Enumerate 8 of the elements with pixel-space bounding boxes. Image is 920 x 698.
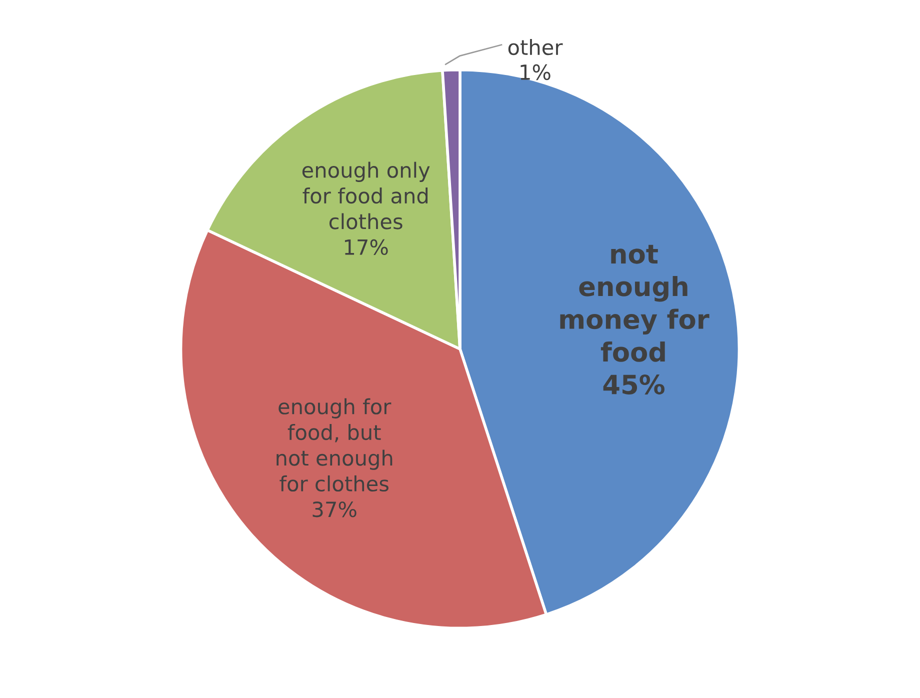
slice-label: other [508, 39, 563, 56]
data-label: 17% [344, 239, 388, 256]
data-label: 1% [520, 64, 550, 80]
slice-label: not enough money for food [560, 244, 710, 362]
data-label: 37% [312, 501, 356, 518]
slice-label: enough for food, but not enough for clothes [276, 398, 392, 492]
slice-label: enough only for food and clothes [302, 162, 430, 230]
data-label: 45% [603, 374, 664, 394]
